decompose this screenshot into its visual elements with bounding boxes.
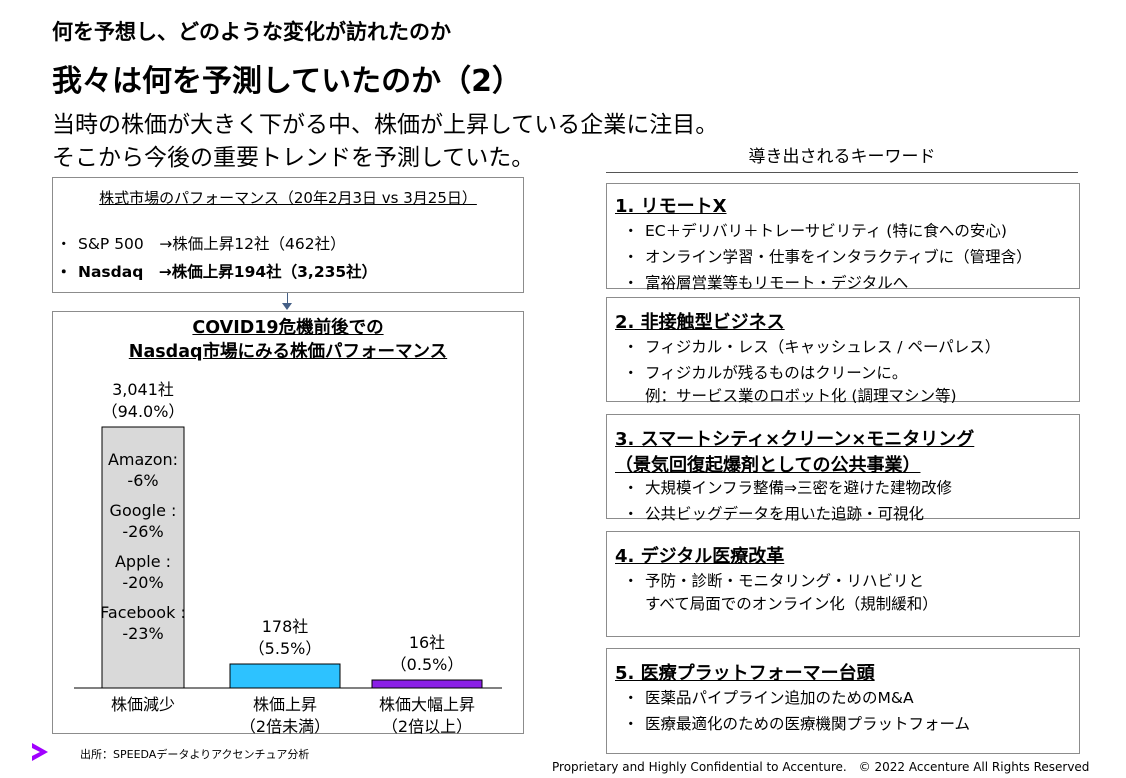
keyword-bullet-text: オンライン学習・仕事をインタラクティブに（管理含） — [645, 248, 1032, 266]
keyword-title: 1. リモートX — [615, 196, 727, 217]
keyword-bullet: ・公共ビッグデータを用いた追跡・可視化 — [623, 503, 924, 526]
lead-text-2: そこから今後の重要トレンドを予測していた。 — [52, 145, 535, 171]
bullet-icon: ・ — [623, 364, 639, 382]
lead-text-1: 当時の株価が大きく下がる中、株価が上昇している企業に注目。 — [52, 112, 719, 138]
keyword-title: 4. デジタル医療改革 — [615, 546, 785, 567]
keyword-box-5: 5. 医療プラットフォーマー台頭・医薬品パイプライン追加のためのM&A ・医療最適… — [606, 648, 1080, 754]
keyword-bullet: ・フィジカルが残るものはクリーンに。例：サービス業のロボット化 (調理マシン等) — [623, 362, 957, 408]
keyword-bullet-text: 富裕層営業等もリモート・デジタルへ — [645, 274, 909, 292]
bar-percent-label: （0.5%） — [391, 655, 464, 674]
keyword-bullet: ・オンライン学習・仕事をインタラクティブに（管理含） — [623, 246, 1032, 269]
keyword-bullet: ・ EC＋デリバリ＋トレーサビリティ (特に食への安心) — [623, 220, 1007, 243]
keyword-bullet: ・予防・診断・モニタリング・リハビリと すべて局面でのオンライン化（規制緩和） — [623, 570, 938, 616]
company-change-label: -20% — [122, 573, 163, 592]
bullet-icon: ・ — [623, 505, 639, 523]
chart-title: COVID19危機前後での Nasdaq市場にみる株価パフォーマンス — [128, 318, 448, 362]
company-name-label: Google : — [110, 501, 177, 520]
bullet-icon: ・ — [623, 479, 639, 497]
keyword-bullet: ・フィジカル・レス（キャッシュレス / ペーパレス） — [623, 336, 1000, 359]
keyword-bullet: ・医療最適化のための医療機関プラットフォーム — [623, 713, 970, 736]
keyword-bullet-text: 医薬品パイプライン追加のためのM&A — [645, 689, 914, 707]
keyword-bullet: ・大規模インフラ整備⇒三密を避けた建物改修 — [623, 477, 952, 500]
keyword-title-line2: （景気回復起爆剤としての公共事業） — [615, 455, 921, 476]
bullet-icon: ・ — [623, 222, 639, 240]
company-name-label: Amazon: — [108, 450, 178, 469]
bar-value-label: 16社 — [409, 633, 445, 652]
bar-1 — [101, 426, 185, 689]
page-title: 我々は何を予測していたのか（2） — [52, 64, 522, 99]
keyword-bullet: ・富裕層営業等もリモート・デジタルへ — [623, 272, 908, 295]
bullet-icon: ・ — [623, 274, 639, 292]
keyword-bullet-text: 医療最適化のための医療機関プラットフォーム — [645, 715, 971, 733]
company-change-label: -26% — [122, 522, 163, 541]
keywords-divider — [606, 172, 1078, 173]
bar-percent-label: （94.0%） — [102, 402, 185, 421]
down-arrow-icon — [287, 293, 288, 305]
keyword-box-2: 2. 非接触型ビジネス・フィジカル・レス（キャッシュレス / ペーパレス）・フィ… — [606, 297, 1080, 405]
bar-value-label: 178社 — [262, 617, 309, 636]
copyright-notice: Proprietary and Highly Confidential to A… — [552, 760, 1090, 774]
keyword-bullet-text: 予防・診断・モニタリング・リハビリと — [645, 572, 925, 590]
accenture-logo-icon — [32, 743, 48, 761]
keyword-bullet-text: EC＋デリバリ＋トレーサビリティ (特に食への安心) — [645, 222, 1007, 240]
keyword-title: 3. スマートシティ×クリーン×モニタリング — [615, 429, 975, 450]
company-name-label: Apple : — [115, 552, 171, 571]
bar-2 — [229, 663, 341, 689]
category-label: 株価大幅上昇 — [379, 695, 475, 714]
bar-3 — [371, 679, 483, 689]
keyword-bullet-text: フィジカル・レス（キャッシュレス / ペーパレス） — [645, 338, 1001, 356]
bar-value-label: 3,041社 — [112, 380, 174, 399]
bullet-icon: ・ — [56, 263, 72, 281]
keyword-title: 2. 非接触型ビジネス — [615, 312, 785, 333]
keyword-title: 5. 医療プラットフォーマー台頭 — [615, 663, 875, 684]
keyword-bullet: ・医薬品パイプライン追加のためのM&A — [623, 687, 914, 710]
market-item-sp500: ・ S&P 500 →株価上昇12社（462社） — [56, 232, 346, 254]
bar-percent-label: （5.5%） — [249, 639, 322, 658]
bullet-icon: ・ — [623, 689, 639, 707]
chart-box: COVID19危機前後での Nasdaq市場にみる株価パフォーマンス — [52, 311, 524, 734]
bullet-icon: ・ — [623, 248, 639, 266]
arrow-head-icon — [282, 303, 292, 310]
bullet-icon: ・ — [623, 715, 639, 733]
keyword-bullet-text: 公共ビッグデータを用いた追跡・可視化 — [645, 505, 925, 523]
market-box-title: 株式市場のパフォーマンス（20年2月3日 vs 3月25日） — [99, 189, 477, 207]
keywords-heading: 導き出されるキーワード — [748, 147, 936, 167]
bullet-icon: ・ — [623, 338, 639, 356]
market-performance-box: 株式市場のパフォーマンス（20年2月3日 vs 3月25日） — [52, 177, 524, 293]
company-name-label: Facebook : — [100, 603, 186, 622]
keyword-box-3: 3. スマートシティ×クリーン×モニタリング （景気回復起爆剤としての公共事業）・… — [606, 414, 1080, 523]
keyword-bullet-text: すべて局面でのオンライン化（規制緩和） — [645, 595, 938, 613]
keyword-bullet-text: 大規模インフラ整備⇒三密を避けた建物改修 — [645, 479, 953, 497]
category-label: 株価減少 — [111, 695, 175, 714]
category-label-sub: （2倍以上） — [382, 717, 472, 734]
keyword-bullet-text: 例：サービス業のロボット化 (調理マシン等) — [645, 387, 957, 405]
keyword-box-4: 4. デジタル医療改革・予防・診断・モニタリング・リハビリと すべて局面でのオンラ… — [606, 531, 1080, 637]
bullet-icon: ・ — [623, 572, 639, 590]
category-label-sub: （2倍未満） — [240, 717, 330, 734]
category-label: 株価上昇 — [253, 695, 317, 714]
section-subtitle: 何を予想し、どのような変化が訪れたのか — [52, 20, 451, 44]
source-note: 出所：SPEEDAデータよりアクセンチュア分析 — [80, 748, 310, 761]
bar-chart: 3,041社 （94.0%） 株価減少 178社 （5.5%） 株価上昇 （2倍未満） 16社… — [74, 380, 502, 734]
keyword-box-1: 1. リモートX ・ EC＋デリバリ＋トレーサビリティ (特に食への安心) ・オンライ… — [606, 183, 1080, 292]
company-change-label: -6% — [127, 471, 158, 490]
company-change-label: -23% — [122, 624, 163, 643]
keyword-bullet-text: フィジカルが残るものはクリーンに。 — [645, 364, 908, 382]
market-item-nasdaq: ・ Nasdaq →株価上昇194社（3,235社） — [56, 260, 377, 282]
bullet-icon: ・ — [56, 235, 72, 253]
